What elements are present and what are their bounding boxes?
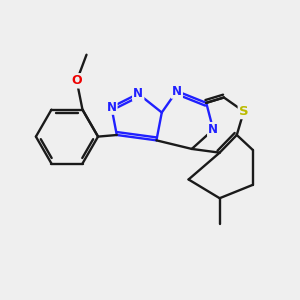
- Text: O: O: [71, 74, 82, 87]
- Text: N: N: [172, 85, 182, 98]
- Text: N: N: [106, 100, 116, 114]
- Text: S: S: [239, 105, 249, 118]
- Text: N: N: [133, 87, 143, 100]
- Text: N: N: [208, 123, 218, 136]
